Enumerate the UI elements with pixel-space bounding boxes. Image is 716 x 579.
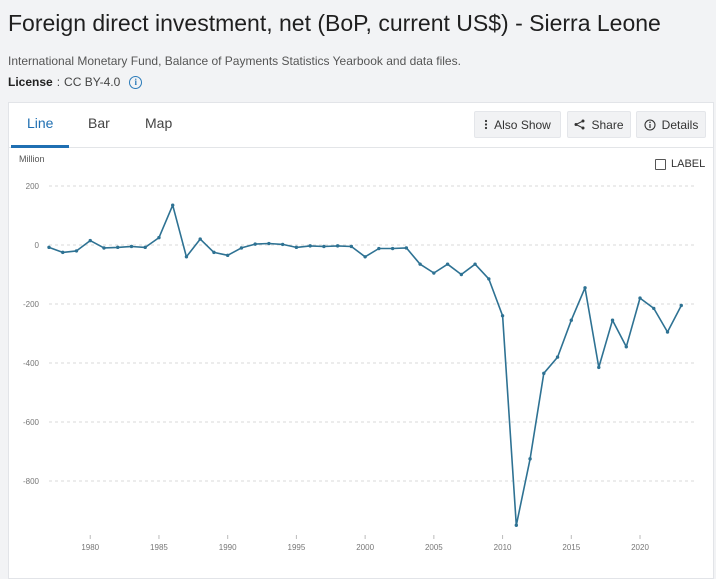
label-toggle[interactable]: LABEL [655,158,705,170]
data-point [212,250,216,255]
info-circle-icon [644,118,656,131]
tab-line[interactable]: Line [10,103,71,148]
data-point [665,330,670,334]
x-tick-label: 2020 [631,543,649,552]
license-value: CC BY-4.0 [64,75,121,89]
data-point [157,235,161,240]
page-title: Foreign direct investment, net (BoP, cur… [8,10,661,36]
data-point [239,246,244,250]
x-tick-label: 2010 [494,543,512,552]
data-point [583,286,587,290]
data-point [679,303,683,308]
data-point [116,245,120,250]
y-tick-label: -800 [23,477,40,486]
x-tick-label: 1995 [288,543,306,552]
y-tick-label: -600 [23,418,40,427]
x-tick-label: 2000 [356,543,374,552]
data-point [308,244,312,248]
share-icon [574,119,585,130]
x-tick-label: 1990 [219,543,237,552]
data-point [253,242,257,246]
data-point [404,246,409,250]
chart-panel: Line Bar Map Also Show Share Details Mil… [8,102,714,579]
data-point [473,262,477,266]
data-point [542,371,546,376]
data-point [143,245,147,250]
data-point [487,277,491,281]
data-point [102,246,106,250]
info-icon[interactable]: i [129,75,143,89]
data-point [555,355,560,359]
x-tick-label: 2005 [425,543,443,552]
data-point [500,314,505,318]
data-point [88,238,92,243]
data-point [445,262,450,266]
series-line [48,204,683,527]
data-point [390,246,395,251]
y-tick-label: 200 [26,182,40,191]
x-tick-label: 1985 [150,543,168,552]
data-point [432,271,436,275]
label-checkbox[interactable] [655,158,666,170]
license-label: License [8,75,53,89]
label-toggle-text: LABEL [671,158,706,170]
data-point [363,255,367,259]
data-point [638,296,642,300]
data-point [514,523,519,527]
data-point [61,250,65,255]
also-show-label: Also Show [494,117,551,132]
data-point [184,255,189,259]
data-point [129,244,134,249]
x-tick-label: 1980 [81,543,99,552]
tab-map[interactable]: Map [145,115,173,131]
data-point [267,241,271,246]
x-tick-label: 2015 [562,543,580,552]
also-show-button[interactable]: Also Show [474,111,561,138]
data-point [349,244,354,249]
data-point [47,245,51,250]
source-note: International Monetary Fund, Balance of … [8,54,461,68]
license-line: License : CC BY-4.0 i [8,75,143,89]
tab-bar[interactable]: Bar [88,115,110,131]
data-point [377,246,381,251]
data-point [335,244,340,248]
data-point [225,253,230,258]
data-point [569,318,573,322]
data-point [610,318,615,322]
data-point [280,242,285,247]
share-label: Share [591,117,624,132]
data-point [418,262,422,266]
data-point [459,272,464,277]
y-tick-label: -400 [23,359,40,368]
data-point [652,306,656,311]
data-point [198,237,202,241]
license-separator: : [56,75,61,89]
y-tick-label: -200 [23,300,40,309]
data-point [74,249,79,253]
data-point [624,345,628,349]
y-tick-label: 0 [35,241,40,250]
details-button[interactable]: Details [636,111,706,138]
data-point [597,365,601,370]
share-button[interactable]: Share [567,111,631,138]
chart-tabs: Line Bar Map Also Show Share Details [9,103,713,148]
y-unit-label: Million [19,154,45,164]
data-point [294,245,299,250]
details-label: Details [661,117,699,132]
data-point [528,457,532,461]
data-point [322,244,326,249]
data-point [171,203,175,207]
more-vertical-icon [485,119,488,130]
